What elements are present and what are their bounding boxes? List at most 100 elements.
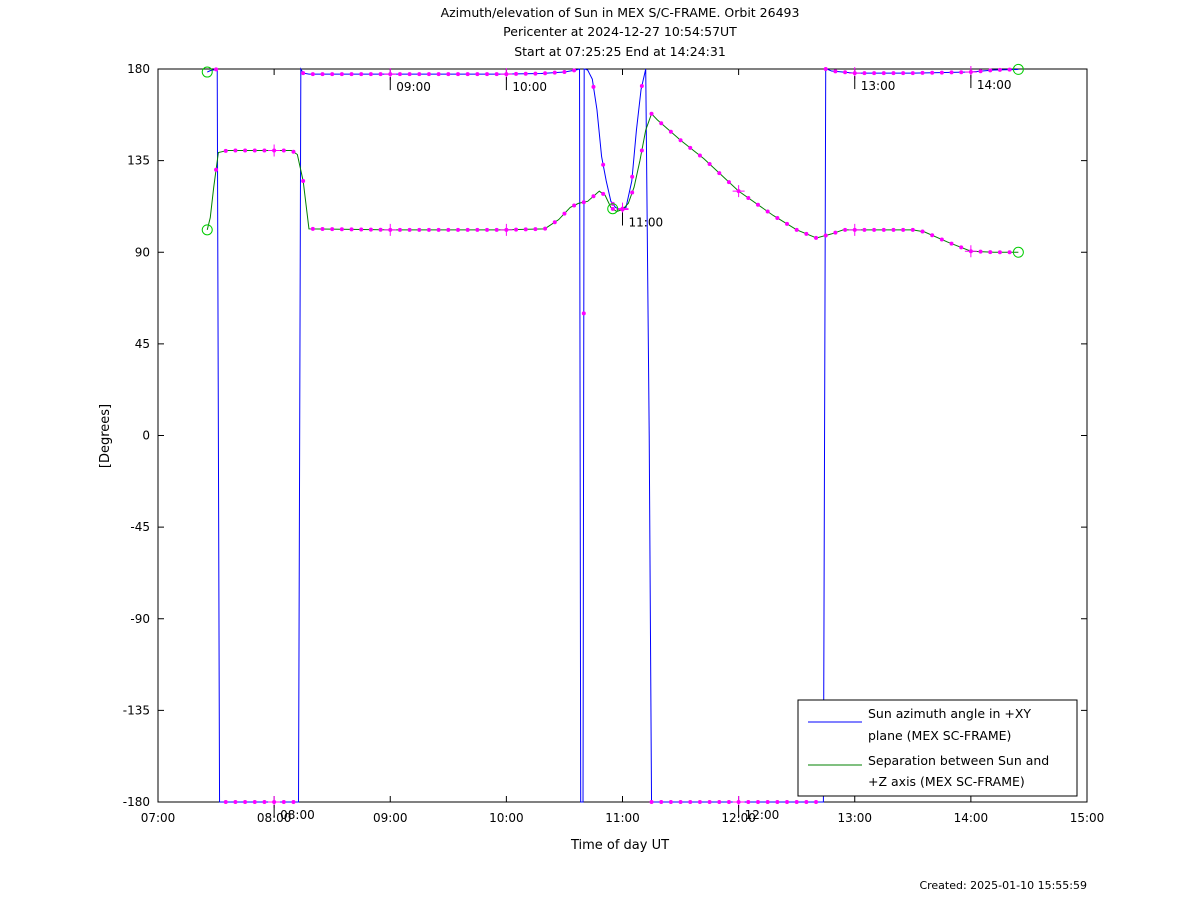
data-marker — [601, 162, 606, 167]
data-marker — [968, 70, 973, 75]
data-marker — [310, 72, 315, 77]
data-marker — [862, 227, 867, 232]
y-tick-label: -180 — [123, 795, 150, 809]
data-marker — [872, 71, 877, 76]
y-tick-label: -135 — [123, 703, 150, 717]
data-marker — [523, 227, 528, 232]
y-tick-label: 90 — [135, 245, 150, 259]
data-marker — [485, 72, 490, 77]
data-marker — [494, 72, 499, 77]
pericenter-marker — [607, 203, 619, 215]
data-marker — [659, 121, 664, 126]
y-axis-label: [Degrees] — [98, 404, 113, 468]
plot-frame — [157, 68, 1088, 803]
data-marker — [852, 227, 857, 232]
data-marker — [514, 71, 519, 76]
data-marker — [233, 148, 238, 153]
data-marker — [291, 149, 296, 154]
annotation-label: 08:00 — [280, 808, 315, 822]
data-marker — [997, 250, 1002, 255]
data-marker — [833, 69, 838, 74]
data-marker — [814, 235, 819, 240]
data-marker — [901, 227, 906, 232]
x-tick-label: 14:00 — [954, 811, 989, 825]
data-marker — [630, 190, 635, 195]
annotation-label: 14:00 — [977, 78, 1012, 92]
data-marker — [726, 800, 731, 804]
data-marker — [465, 227, 470, 232]
data-marker — [533, 71, 538, 76]
data-marker — [543, 226, 548, 231]
data-marker — [504, 72, 509, 77]
data-marker — [968, 249, 973, 254]
data-marker — [707, 800, 712, 804]
annotation-label: 09:00 — [396, 80, 431, 94]
data-marker — [436, 227, 441, 232]
y-axis: 180 135 90 45 0 -45 -90 -135 -180 — [123, 62, 1087, 809]
data-marker — [930, 233, 935, 238]
data-marker — [939, 70, 944, 75]
data-marker — [523, 71, 528, 76]
time-annotations: 08:00 09:00 10:00 11:00 12:00 13:00 14:00 — [273, 75, 1012, 822]
legend-box — [797, 699, 1078, 797]
data-marker — [949, 70, 954, 75]
data-marker — [591, 84, 596, 89]
data-marker — [320, 72, 325, 77]
data-marker — [349, 72, 354, 77]
annotation-label: 11:00 — [629, 215, 664, 229]
data-marker — [997, 67, 1002, 72]
data-marker — [823, 67, 828, 71]
data-marker — [736, 189, 741, 194]
data-marker — [717, 171, 722, 176]
data-marker — [794, 800, 799, 804]
data-marker — [368, 227, 373, 232]
title-line-1: Azimuth/elevation of Sun in MEX S/C-FRAM… — [441, 5, 800, 20]
data-marker — [339, 72, 344, 77]
data-marker — [988, 68, 993, 73]
created-timestamp: Created: 2025-01-10 15:55:59 — [919, 879, 1087, 892]
legend-label-azimuth-line-2: plane (MEX SC-FRAME) — [868, 728, 1011, 743]
data-marker — [543, 71, 548, 76]
data-marker — [533, 227, 538, 232]
data-marker — [630, 174, 635, 179]
data-marker — [417, 72, 422, 77]
data-marker — [301, 178, 306, 183]
data-marker — [446, 227, 451, 232]
data-marker — [514, 227, 519, 232]
data-marker — [610, 206, 615, 211]
y-tick-label: -90 — [130, 612, 150, 626]
data-marker — [262, 148, 267, 153]
data-marker — [639, 83, 644, 88]
annotation-label: 10:00 — [512, 80, 547, 94]
data-marker — [417, 227, 422, 232]
data-marker — [785, 800, 790, 804]
data-marker — [601, 191, 606, 196]
data-marker — [649, 800, 654, 804]
data-marker — [794, 227, 799, 232]
data-marker — [804, 800, 809, 804]
data-marker — [726, 180, 731, 185]
data-marker — [639, 148, 644, 153]
data-marker — [281, 800, 286, 804]
data-marker — [959, 70, 964, 75]
data-marker — [755, 202, 760, 207]
data-marker — [494, 227, 499, 232]
plot-area — [157, 68, 1088, 803]
x-tick-label: 15:00 — [1070, 811, 1105, 825]
data-marker — [881, 71, 886, 76]
data-marker — [426, 72, 431, 77]
data-marker — [668, 129, 673, 134]
annotation-label: 13:00 — [861, 79, 896, 93]
data-marker — [891, 71, 896, 76]
series-layer — [201, 63, 1024, 808]
data-marker — [330, 227, 335, 232]
data-marker — [388, 227, 393, 232]
legend-label-separation-line-1: Separation between Sun and — [868, 753, 1049, 768]
data-marker — [920, 70, 925, 75]
data-marker — [978, 249, 983, 254]
data-marker — [436, 72, 441, 77]
data-marker — [930, 70, 935, 75]
data-marker — [397, 72, 402, 77]
data-marker — [891, 227, 896, 232]
